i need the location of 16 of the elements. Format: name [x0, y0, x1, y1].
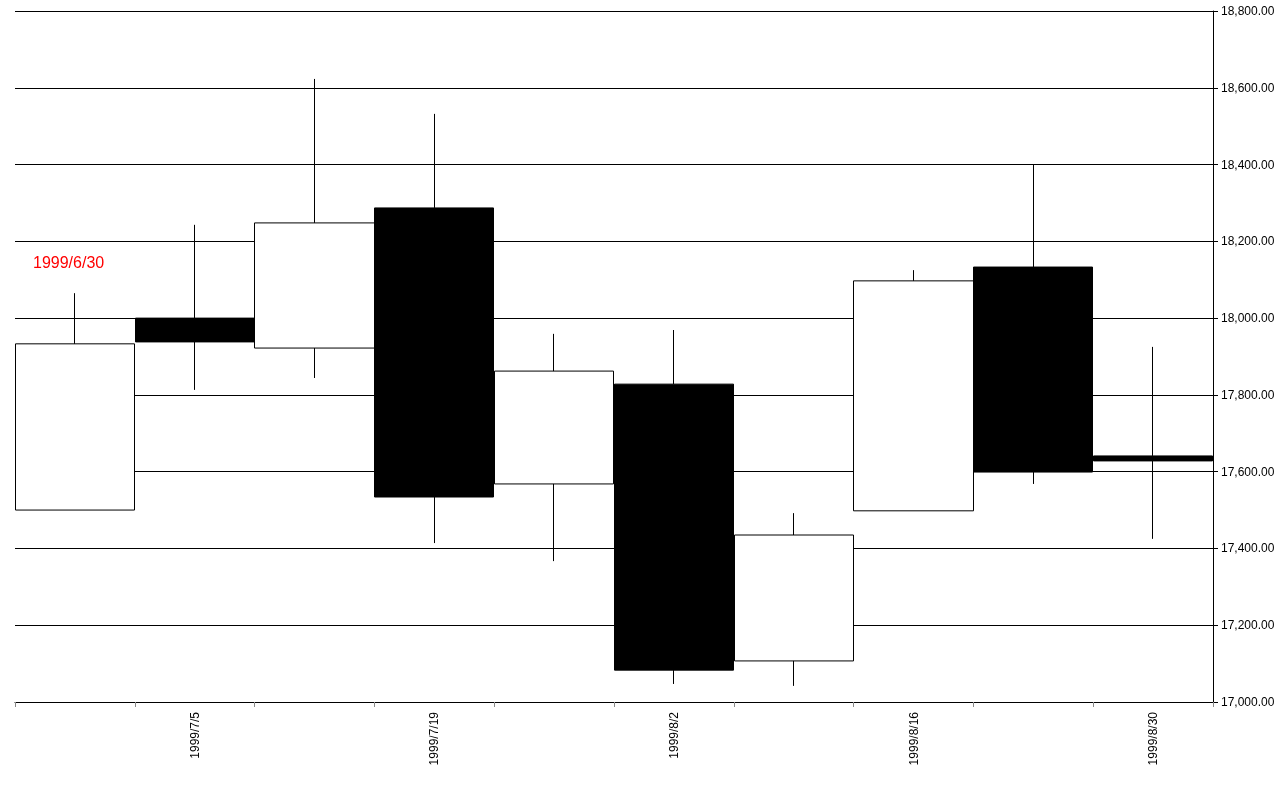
y-tick-label: 18,600.00: [1221, 80, 1275, 95]
y-tick-label: 18,000.00: [1221, 311, 1275, 326]
y-tick-label: 17,200.00: [1221, 618, 1275, 633]
y-tick-label: 17,000.00: [1221, 695, 1275, 709]
x-tick-label: 1999/8/2: [666, 711, 681, 759]
y-tick-label: 17,600.00: [1221, 464, 1275, 479]
y-tick-label: 17,800.00: [1221, 387, 1275, 402]
y-tick-label: 18,800.00: [1221, 4, 1275, 18]
x-tick-label: 1999/7/19: [427, 711, 442, 766]
x-tick-label: 1999/8/30: [1146, 711, 1161, 766]
x-tick-label: 1999/7/5: [187, 711, 202, 759]
annotation: 1999/6/30: [33, 253, 105, 271]
y-tick-label: 18,200.00: [1221, 234, 1275, 249]
x-tick-label: 1999/8/16: [906, 711, 921, 766]
y-tick-label: 17,400.00: [1221, 541, 1275, 556]
y-tick-label: 18,400.00: [1221, 157, 1275, 172]
